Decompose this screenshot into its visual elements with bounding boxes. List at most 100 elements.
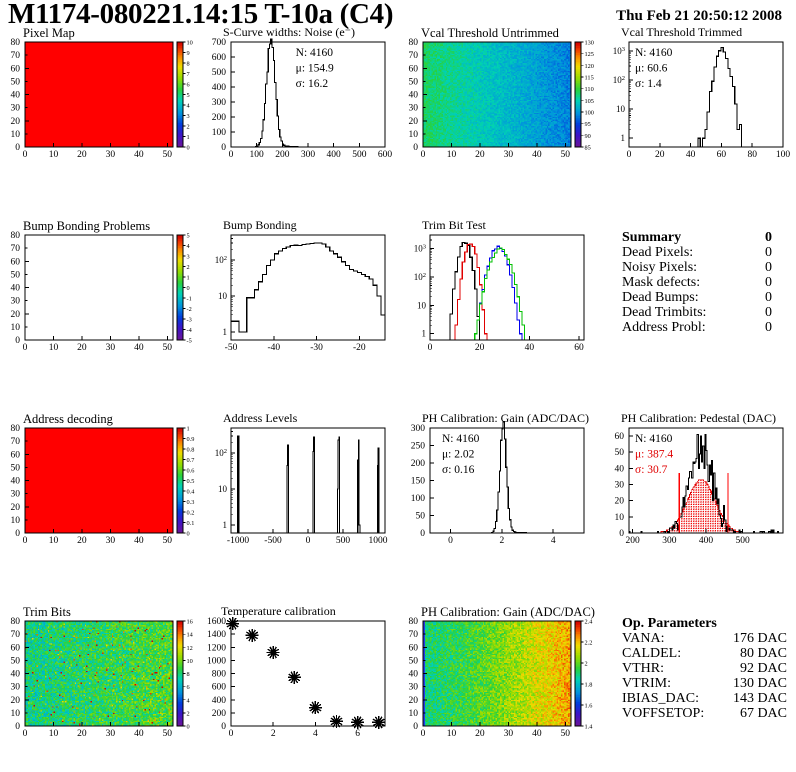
svg-text:10: 10 xyxy=(616,104,626,114)
svg-text:1: 1 xyxy=(621,133,626,143)
svg-text:500: 500 xyxy=(352,150,367,160)
svg-text:70: 70 xyxy=(11,51,21,61)
svg-text:30: 30 xyxy=(11,297,21,307)
svg-text:85: 85 xyxy=(585,145,591,152)
svg-text:300: 300 xyxy=(301,150,316,160)
svg-text:1: 1 xyxy=(187,426,190,433)
svg-text:20: 20 xyxy=(77,729,87,739)
svg-text:40: 40 xyxy=(532,729,542,739)
svg-text:9: 9 xyxy=(187,50,190,57)
svg-text:50: 50 xyxy=(163,150,173,160)
svg-text:Temperature calibration: Temperature calibration xyxy=(221,604,336,618)
svg-text:50: 50 xyxy=(615,448,625,458)
svg-text:0: 0 xyxy=(448,536,453,546)
svg-text:0.4: 0.4 xyxy=(187,489,196,496)
svg-text:10: 10 xyxy=(187,658,193,665)
svg-text:80: 80 xyxy=(747,150,757,160)
svg-text:2: 2 xyxy=(187,264,190,271)
svg-text:1.4: 1.4 xyxy=(585,724,594,731)
svg-text:1600: 1600 xyxy=(207,617,226,627)
svg-text:400: 400 xyxy=(212,696,227,706)
svg-text:3: 3 xyxy=(187,254,190,261)
svg-text:-40: -40 xyxy=(267,343,280,353)
svg-text:50: 50 xyxy=(409,77,419,87)
svg-text:20: 20 xyxy=(475,150,485,160)
svg-text:8: 8 xyxy=(187,61,190,68)
svg-text:30: 30 xyxy=(504,150,514,160)
svg-text:1000: 1000 xyxy=(369,536,388,546)
svg-text:1: 1 xyxy=(223,520,228,530)
svg-text:N: 4160: N: 4160 xyxy=(635,433,673,445)
svg-text:30: 30 xyxy=(106,536,116,546)
svg-text:102: 102 xyxy=(215,255,227,265)
svg-text:80: 80 xyxy=(11,231,21,241)
svg-text:4: 4 xyxy=(313,729,318,739)
svg-text:70: 70 xyxy=(11,630,21,640)
svg-text:10: 10 xyxy=(11,323,21,333)
svg-text:20: 20 xyxy=(77,536,87,546)
svg-text:600: 600 xyxy=(212,53,227,63)
svg-text:5: 5 xyxy=(187,233,190,240)
svg-text:2: 2 xyxy=(499,536,504,546)
svg-text:60: 60 xyxy=(409,643,419,653)
svg-text:80: 80 xyxy=(11,38,21,48)
svg-text:40: 40 xyxy=(11,477,21,487)
svg-text:4: 4 xyxy=(551,536,556,546)
svg-text:500: 500 xyxy=(736,536,751,546)
svg-text:60: 60 xyxy=(11,643,21,653)
svg-text:PH Calibration: Gain (ADC/DAC): PH Calibration: Gain (ADC/DAC) xyxy=(421,605,595,619)
svg-text:60: 60 xyxy=(615,432,625,442)
svg-text:30: 30 xyxy=(615,481,625,491)
svg-text:2: 2 xyxy=(271,729,276,739)
svg-text:10: 10 xyxy=(187,40,193,47)
svg-text:1.6: 1.6 xyxy=(585,703,593,710)
svg-text:400: 400 xyxy=(327,150,342,160)
svg-text:0: 0 xyxy=(15,722,20,732)
svg-text:50: 50 xyxy=(561,150,571,160)
svg-text:μ: 2.02: μ: 2.02 xyxy=(442,449,475,461)
svg-text:60: 60 xyxy=(574,343,584,353)
svg-text:30: 30 xyxy=(409,104,419,114)
svg-text:20: 20 xyxy=(11,117,21,127)
svg-text:50: 50 xyxy=(163,729,173,739)
svg-text:60: 60 xyxy=(11,64,21,74)
svg-text:4: 4 xyxy=(187,697,191,704)
svg-text:10: 10 xyxy=(11,709,21,719)
svg-text:500: 500 xyxy=(336,536,351,546)
svg-text:PH Calibration: Gain (ADC/DAC): PH Calibration: Gain (ADC/DAC) xyxy=(422,411,589,425)
svg-text:103: 103 xyxy=(414,243,426,254)
svg-text:0.3: 0.3 xyxy=(187,499,195,506)
svg-text:60: 60 xyxy=(11,450,21,460)
svg-text:40: 40 xyxy=(686,150,696,160)
svg-text:0: 0 xyxy=(23,536,28,546)
svg-text:14: 14 xyxy=(187,632,194,639)
svg-text:100: 100 xyxy=(411,494,426,504)
svg-text:10: 10 xyxy=(218,291,228,301)
svg-text:0.7: 0.7 xyxy=(187,457,195,464)
svg-text:-5: -5 xyxy=(187,338,192,345)
svg-text:Vcal Threshold Trimmed: Vcal Threshold Trimmed xyxy=(621,25,742,39)
svg-text:-3: -3 xyxy=(187,317,192,324)
svg-text:10: 10 xyxy=(447,150,457,160)
svg-text:0.8: 0.8 xyxy=(187,447,195,454)
svg-text:0: 0 xyxy=(619,529,624,539)
svg-text:0: 0 xyxy=(413,143,418,153)
svg-text:Address decoding: Address decoding xyxy=(23,412,114,426)
svg-text:20: 20 xyxy=(655,150,665,160)
svg-text:150: 150 xyxy=(411,477,426,487)
svg-text:0: 0 xyxy=(187,145,190,152)
svg-text:20: 20 xyxy=(475,343,485,353)
svg-text:10: 10 xyxy=(409,130,419,140)
svg-text:600: 600 xyxy=(378,150,393,160)
svg-text:Address Levels: Address Levels xyxy=(223,411,298,425)
svg-text:0: 0 xyxy=(627,150,632,160)
svg-text:PH Calibration: Pedestal (DAC): PH Calibration: Pedestal (DAC) xyxy=(621,411,776,425)
svg-text:30: 30 xyxy=(11,683,21,693)
svg-text:30: 30 xyxy=(504,729,514,739)
svg-text:16: 16 xyxy=(187,619,193,626)
svg-text:20: 20 xyxy=(77,150,87,160)
svg-text:0: 0 xyxy=(15,336,20,346)
svg-text:0: 0 xyxy=(420,529,425,539)
svg-text:σ: 16.2: σ: 16.2 xyxy=(296,78,329,90)
svg-text:0: 0 xyxy=(428,343,433,353)
